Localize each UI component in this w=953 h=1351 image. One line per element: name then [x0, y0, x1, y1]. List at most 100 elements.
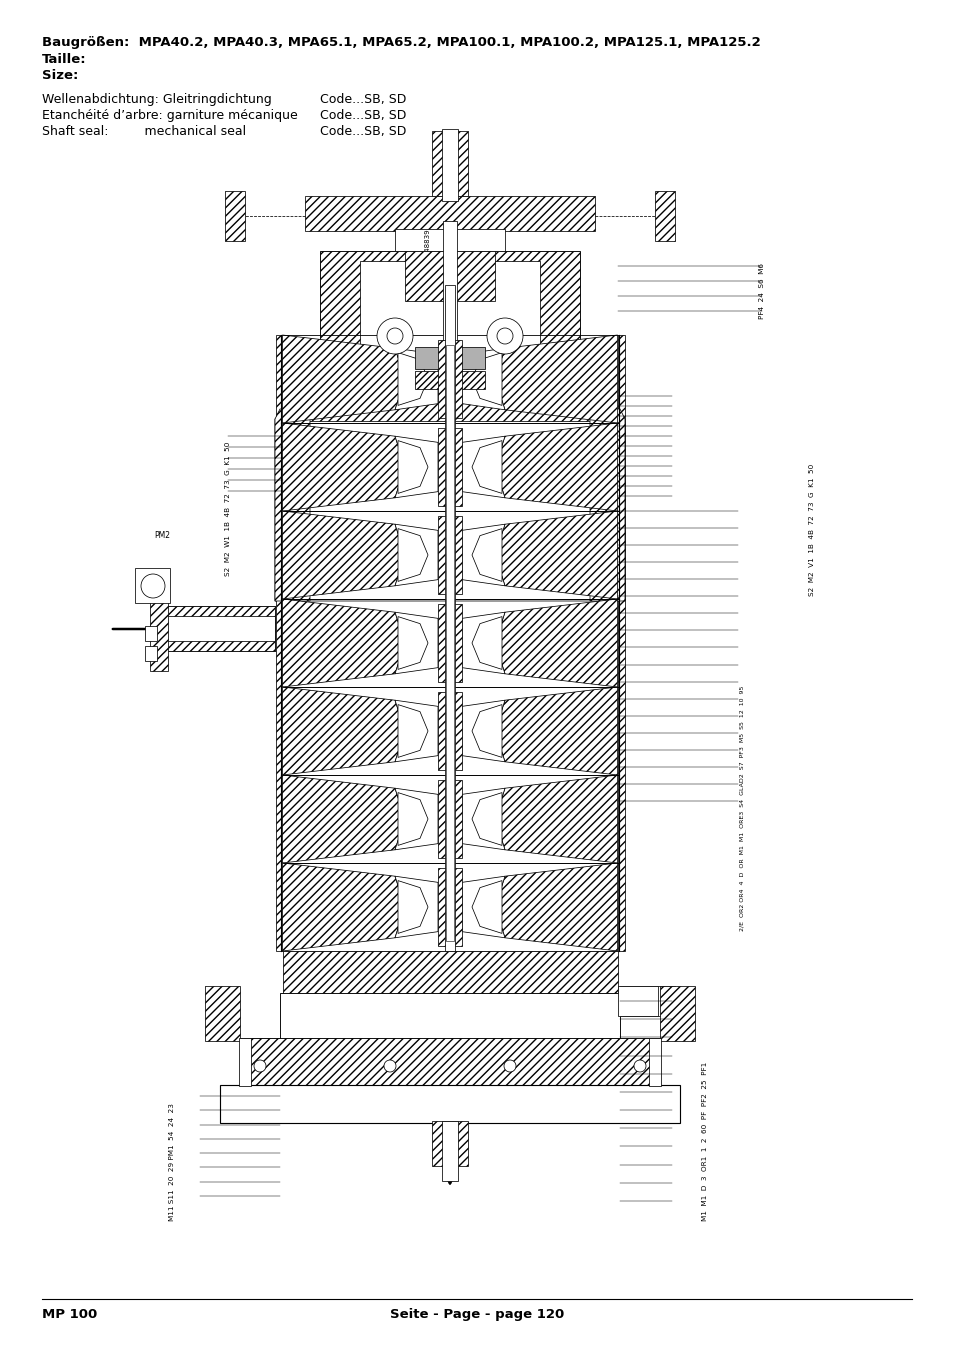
Bar	[437, 604, 461, 682]
Polygon shape	[397, 616, 428, 669]
Circle shape	[141, 574, 165, 598]
Bar	[437, 516, 461, 594]
Bar	[145, 626, 157, 640]
Circle shape	[486, 317, 522, 354]
Bar	[405, 251, 495, 301]
Polygon shape	[461, 524, 504, 586]
Bar	[432, 131, 468, 196]
Bar	[437, 780, 461, 858]
Bar	[150, 586, 168, 671]
Text: PF4  24  S6  M6: PF4 24 S6 M6	[759, 263, 764, 319]
Polygon shape	[282, 423, 405, 511]
Bar	[437, 428, 461, 507]
Text: S2  M2  W1  1B  4B  72  73  G  K1  50: S2 M2 W1 1B 4B 72 73 G K1 50	[225, 442, 231, 576]
Polygon shape	[495, 863, 617, 951]
Bar	[319, 251, 579, 396]
Polygon shape	[472, 616, 501, 669]
Polygon shape	[495, 598, 617, 688]
Bar	[165, 607, 274, 616]
Text: Shaft seal:         mechanical seal: Shaft seal: mechanical seal	[42, 126, 246, 138]
Polygon shape	[397, 881, 428, 934]
Bar	[282, 951, 617, 996]
Polygon shape	[282, 775, 405, 863]
Polygon shape	[472, 353, 501, 405]
Bar	[305, 196, 595, 231]
Bar	[220, 1085, 679, 1123]
Polygon shape	[461, 877, 504, 938]
Polygon shape	[397, 528, 428, 581]
Bar	[437, 867, 461, 946]
Text: M11 S11  20  29 PM1  54  24  23: M11 S11 20 29 PM1 54 24 23	[169, 1104, 174, 1221]
Bar	[240, 1038, 659, 1086]
Circle shape	[497, 328, 513, 345]
Text: Code...SB, SD: Code...SB, SD	[319, 109, 406, 122]
Bar	[165, 607, 274, 651]
Text: S2  M2  V1  1B  4B  72  73  G  K1  50: S2 M2 V1 1B 4B 72 73 G K1 50	[808, 463, 814, 596]
Polygon shape	[282, 863, 405, 951]
Polygon shape	[397, 440, 428, 493]
Bar	[441, 1121, 457, 1181]
Polygon shape	[495, 511, 617, 598]
Circle shape	[376, 317, 413, 354]
Polygon shape	[282, 511, 405, 598]
Text: Y1-48839: Y1-48839	[424, 230, 431, 263]
Bar	[444, 285, 455, 951]
Bar	[446, 345, 454, 942]
Bar	[359, 261, 539, 386]
Text: M1  M1  D  3  OR1  1  2  60  PF  PF2  25  PF1: M1 M1 D 3 OR1 1 2 60 PF PF2 25 PF1	[701, 1062, 707, 1221]
Text: Size:: Size:	[42, 69, 78, 82]
Bar	[280, 993, 619, 1042]
Bar	[415, 347, 484, 369]
Bar	[275, 335, 282, 951]
Polygon shape	[282, 598, 405, 688]
Bar	[145, 646, 157, 661]
Circle shape	[253, 1061, 266, 1071]
Text: Wellenabdichtung: Gleitringdichtung: Wellenabdichtung: Gleitringdichtung	[42, 93, 272, 105]
Text: Baugrößen:  MPA40.2, MPA40.3, MPA65.1, MPA65.2, MPA100.1, MPA100.2, MPA125.1, MP: Baugrößen: MPA40.2, MPA40.3, MPA65.1, MP…	[42, 36, 760, 49]
Polygon shape	[461, 788, 504, 850]
Polygon shape	[472, 528, 501, 581]
Polygon shape	[274, 409, 310, 601]
Polygon shape	[395, 349, 437, 409]
Bar	[619, 986, 675, 1016]
Polygon shape	[472, 440, 501, 493]
Polygon shape	[274, 404, 624, 601]
Bar	[239, 1038, 251, 1086]
Bar	[395, 230, 504, 251]
Polygon shape	[461, 436, 504, 497]
Bar	[135, 567, 170, 603]
Bar	[432, 1121, 468, 1166]
Polygon shape	[282, 688, 405, 775]
Polygon shape	[461, 612, 504, 674]
Text: MP 100: MP 100	[42, 1308, 97, 1321]
Polygon shape	[395, 788, 437, 850]
Bar	[441, 128, 457, 201]
Circle shape	[634, 1061, 645, 1071]
Text: Code...SB, SD: Code...SB, SD	[319, 93, 406, 105]
Bar	[442, 222, 456, 401]
Polygon shape	[395, 436, 437, 497]
Polygon shape	[495, 423, 617, 511]
Text: PM2: PM2	[153, 531, 170, 540]
Polygon shape	[397, 705, 428, 758]
Bar	[648, 1038, 660, 1086]
Polygon shape	[395, 524, 437, 586]
Polygon shape	[472, 881, 501, 934]
Text: 2/E  OR2 OR4  4  D  OR  M1  M1  ORE3  S4  GLAD2  S7  PF3  M5  S5  12  10  95: 2/E OR2 OR4 4 D OR M1 M1 ORE3 S4 GLAD2 S…	[739, 685, 743, 931]
Polygon shape	[495, 335, 617, 423]
Polygon shape	[589, 409, 624, 601]
Circle shape	[384, 1061, 395, 1071]
Polygon shape	[395, 612, 437, 674]
Bar	[165, 640, 274, 651]
Bar	[617, 335, 624, 951]
Text: Seite - Page - page 120: Seite - Page - page 120	[390, 1308, 563, 1321]
Text: Code...SB, SD: Code...SB, SD	[319, 126, 406, 138]
Bar	[415, 372, 484, 389]
Polygon shape	[395, 877, 437, 938]
Bar	[617, 986, 657, 1016]
Polygon shape	[461, 349, 504, 409]
Polygon shape	[397, 353, 428, 405]
Circle shape	[387, 328, 402, 345]
Polygon shape	[495, 688, 617, 775]
Polygon shape	[397, 793, 428, 846]
